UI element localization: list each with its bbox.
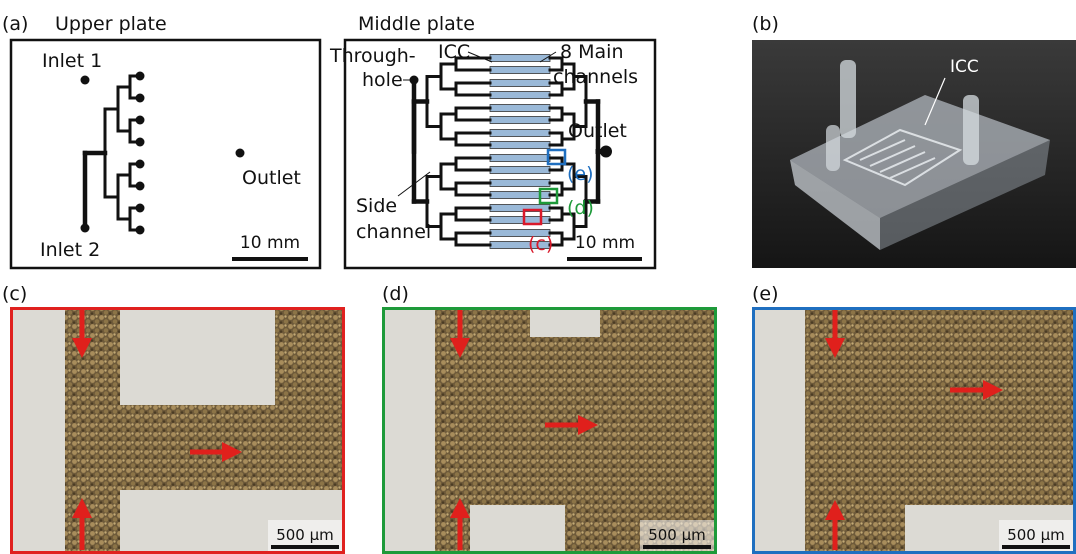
label: channel: [356, 221, 431, 243]
panel-label: (a): [2, 13, 28, 35]
background-region: [530, 307, 600, 337]
label: channels: [553, 66, 638, 88]
scale-text: 500 µm: [276, 526, 334, 544]
background-region: [382, 307, 435, 554]
scale-text: 10 mm: [575, 233, 635, 253]
marker-label: (d): [567, 197, 594, 219]
figure: (a) Upper plate Inlet 1 Outlet Inlet 2 1…: [0, 0, 1076, 554]
port: [136, 94, 145, 103]
port: [136, 138, 145, 147]
port: [600, 146, 612, 158]
panel-label: (d): [382, 283, 409, 305]
label: ICC: [438, 41, 470, 63]
main-channel: [490, 180, 550, 187]
plate-title: Middle plate: [358, 13, 475, 35]
marker-label: (e): [567, 163, 594, 185]
main-channel: [490, 130, 550, 137]
micrographs: 500 µm 500 µm 500 µm: [10, 307, 1076, 554]
port: [136, 182, 145, 191]
main-channel: [490, 142, 550, 149]
label: Through-: [329, 45, 416, 67]
port: [236, 149, 245, 158]
port: [136, 160, 145, 169]
main-channel: [490, 67, 550, 74]
panel-label: (b): [752, 13, 779, 35]
device-photo: [752, 40, 1076, 268]
background-region: [120, 307, 275, 405]
port: [81, 224, 90, 233]
main-channel: [490, 155, 550, 162]
label: Side: [356, 195, 397, 217]
main-channel: [490, 167, 550, 174]
port: [136, 204, 145, 213]
channel-tree: [81, 72, 145, 235]
marker-label: (c): [528, 233, 553, 255]
label: Inlet 2: [40, 239, 100, 261]
main-channel: [490, 80, 550, 87]
main-channel: [490, 55, 550, 62]
label: Outlet: [242, 167, 301, 189]
label: Inlet 1: [42, 50, 102, 72]
plate-title: Upper plate: [55, 13, 167, 35]
main-channel: [490, 92, 550, 99]
panel-label: (c): [2, 283, 27, 305]
scale-text: 10 mm: [240, 233, 300, 253]
port: [136, 116, 145, 125]
panel-label: (e): [752, 283, 779, 305]
port: [81, 76, 90, 85]
main-channel: [490, 105, 550, 112]
port: [136, 72, 145, 81]
label: 8 Main: [560, 41, 624, 63]
background-region: [10, 307, 65, 554]
port: [136, 226, 145, 235]
scale-text: 500 µm: [648, 526, 706, 544]
label: Outlet: [568, 120, 627, 142]
background-region: [470, 505, 565, 554]
label: hole: [362, 69, 403, 91]
main-channel: [490, 117, 550, 124]
scale-text: 500 µm: [1007, 526, 1065, 544]
label: ICC: [950, 57, 979, 77]
background-region: [752, 307, 805, 554]
